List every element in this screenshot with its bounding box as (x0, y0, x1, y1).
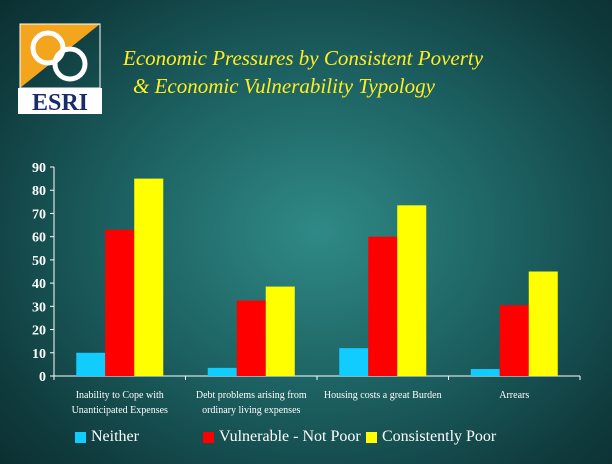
bar-consistently-poor (397, 205, 427, 376)
y-tick-label: 0 (39, 370, 46, 385)
y-tick-label: 20 (32, 324, 46, 339)
y-tick-label: 60 (32, 231, 46, 246)
category-label: Inability to Cope with (76, 390, 164, 401)
legend-label: Consistently Poor (382, 428, 497, 445)
legend: Neither Vulnerable - Not Poor Consistently… (0, 428, 612, 452)
bar-neither (339, 348, 369, 376)
y-tick-label: 70 (32, 207, 46, 222)
legend-swatch (75, 431, 86, 443)
category-label: Unanticipated Expenses (72, 405, 168, 416)
esri-logo: ESRI (18, 23, 102, 114)
title-line-2: & Economic Vulnerability Typology (133, 74, 435, 98)
y-tick-label: 50 (32, 254, 46, 269)
bar-consistently-poor (134, 178, 164, 376)
category-label: Arrears (499, 390, 529, 401)
bar-vulnerable-not-poor (499, 305, 529, 376)
legend-item: Vulnerable - Not Poor (203, 428, 361, 446)
legend-item: Consistently Poor (366, 428, 496, 446)
y-tick-label: 90 (32, 161, 46, 176)
category-labels: Inability to Cope with Unanticipated Expe… (72, 390, 530, 416)
legend-label: Neither (91, 428, 139, 445)
y-tick-label: 80 (32, 184, 46, 199)
bar-consistently-poor (265, 286, 295, 376)
legend-label: Vulnerable - Not Poor (219, 428, 361, 445)
bar-neither (76, 352, 106, 376)
bar-neither (470, 369, 500, 376)
bar-vulnerable-not-poor (236, 300, 266, 376)
bar-vulnerable-not-poor (105, 229, 135, 376)
logo-text: ESRI (32, 90, 88, 114)
category-label: Debt problems arising from (196, 390, 307, 401)
y-axis: 0 10 20 30 40 50 60 70 80 90 (32, 161, 55, 385)
bar-vulnerable-not-poor (368, 236, 398, 376)
x-axis (53, 375, 581, 380)
bar-chart: 0 10 20 30 40 50 60 70 80 90 Inability to Cope wi… (32, 161, 581, 416)
legend-swatch (203, 431, 214, 443)
legend-swatch (366, 431, 377, 443)
slide-title: Economic Pressures by Consistent Poverty… (108, 44, 603, 100)
y-tick-label: 30 (32, 300, 46, 315)
y-tick-label: 40 (32, 277, 46, 292)
bar-consistently-poor (528, 271, 558, 376)
logo-text-panel (18, 88, 102, 114)
legend-item: Neither (75, 428, 139, 446)
bar-neither (207, 367, 237, 376)
category-label: Housing costs a great Burden (324, 390, 442, 401)
logo-ring-2 (52, 46, 88, 82)
category-label: ordinary living expenses (202, 405, 300, 416)
y-tick-label: 10 (32, 347, 46, 362)
title-line-1: Economic Pressures by Consistent Poverty (123, 46, 484, 70)
bars (76, 178, 558, 376)
